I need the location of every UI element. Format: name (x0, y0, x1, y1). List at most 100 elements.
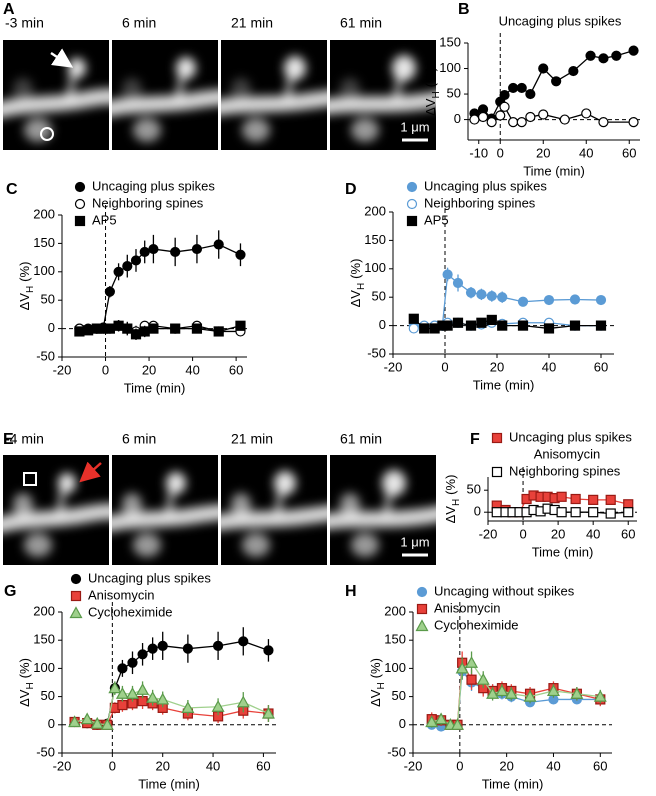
y-tick-label: -50 (387, 744, 406, 759)
dendrite-shaft (3, 503, 109, 533)
micrograph (112, 455, 218, 565)
y-tick-label: -50 (36, 348, 55, 363)
arrow (79, 461, 102, 483)
y-tick-label: 50 (392, 688, 406, 703)
spine-neck (56, 488, 66, 518)
legend-label: Uncaging plus spikes (424, 178, 547, 193)
data-point (213, 239, 224, 250)
y-tick-label: 150 (439, 34, 461, 49)
data-point (517, 320, 529, 331)
dendrite-shaft (112, 89, 218, 117)
data-point (525, 88, 536, 100)
y-tick-label: 200 (33, 603, 55, 618)
x-tick-label: 40 (542, 359, 556, 374)
data-point (495, 110, 506, 121)
data-point (83, 325, 94, 336)
data-point (80, 712, 94, 725)
x-tick-label: 40 (579, 145, 593, 160)
panel-letter: E (3, 431, 14, 448)
spine-head (392, 55, 416, 81)
y-tick-label: -50 (367, 345, 386, 360)
data-point (122, 261, 133, 272)
data-point (125, 687, 140, 699)
blob (351, 533, 379, 557)
data-point (546, 684, 560, 697)
micrograph: 1 μm (330, 455, 436, 565)
data-point (419, 323, 430, 334)
data-point (491, 507, 502, 518)
y-axis-label: ΔVH (%) (443, 475, 461, 524)
y-label-part: (%) (17, 262, 32, 282)
x-tick-label: 20 (490, 359, 504, 374)
x-tick-label: -10 (469, 145, 488, 160)
dendrite-shaft (330, 91, 436, 115)
data-point (570, 687, 584, 699)
spine-neck (393, 73, 403, 103)
data-point (127, 657, 138, 668)
data-point (170, 246, 181, 258)
legend-marker (416, 586, 428, 598)
y-axis-label: ΔVH (%) (423, 67, 441, 116)
y-tick-label: 200 (33, 206, 55, 221)
y-tick-label: 0 (48, 320, 55, 335)
y-label-subscript: H (431, 91, 442, 98)
time-label: 61 min (340, 431, 382, 447)
data-point (408, 313, 419, 324)
legend-label: Neighboring spines (424, 195, 536, 210)
data-point (543, 294, 555, 306)
data-point (508, 117, 519, 128)
spine-head (284, 56, 306, 80)
data-point (497, 292, 508, 303)
data-point (450, 718, 464, 730)
data-point (499, 89, 510, 101)
legend-marker (74, 198, 86, 210)
panel-letter: D (345, 181, 357, 198)
y-label-subscript: H (25, 682, 36, 689)
blob (133, 533, 161, 557)
blob (122, 493, 142, 517)
x-tick-label: -20 (53, 362, 72, 377)
data-point (104, 286, 115, 297)
data-point (605, 508, 616, 519)
spine-neck (165, 488, 175, 518)
x-tick-label: 20 (155, 758, 169, 773)
data-point (538, 63, 549, 74)
data-point (452, 317, 464, 328)
data-point (148, 323, 159, 334)
data-point (508, 82, 519, 94)
x-tick-label: 0 (456, 758, 463, 773)
data-point (139, 326, 150, 337)
data-point (442, 269, 453, 280)
data-point (213, 326, 224, 337)
data-point (181, 701, 195, 713)
blob (340, 493, 360, 517)
dendrite-shaft (221, 505, 327, 531)
y-label-part: (%) (443, 475, 458, 495)
data-point (157, 640, 168, 651)
time-label: -4 min (5, 431, 44, 447)
y-label-part: ΔV (443, 506, 458, 524)
x-tick-label: 60 (593, 758, 607, 773)
data-point (516, 82, 527, 94)
data-point (486, 117, 497, 128)
x-tick-label: -20 (479, 526, 498, 541)
blob (13, 493, 33, 517)
legend-marker (406, 181, 418, 193)
data-point (499, 101, 510, 112)
y-label-part: ΔV (368, 689, 383, 707)
data-point (551, 76, 562, 87)
data-point (90, 716, 104, 729)
x-tick-label: 60 (256, 758, 270, 773)
x-tick-label: 0 (109, 758, 116, 773)
data-point (263, 645, 274, 656)
data-point (191, 243, 203, 255)
x-axis-label: Time (min) (482, 776, 544, 791)
panel-letter: C (6, 181, 18, 198)
y-tick-label: 100 (384, 660, 406, 675)
data-point (585, 50, 596, 61)
data-point (465, 287, 477, 298)
data-point (236, 695, 250, 708)
x-axis-label: Time (min) (523, 163, 585, 178)
x-tick-label: 40 (185, 362, 199, 377)
dendrite (112, 472, 218, 557)
